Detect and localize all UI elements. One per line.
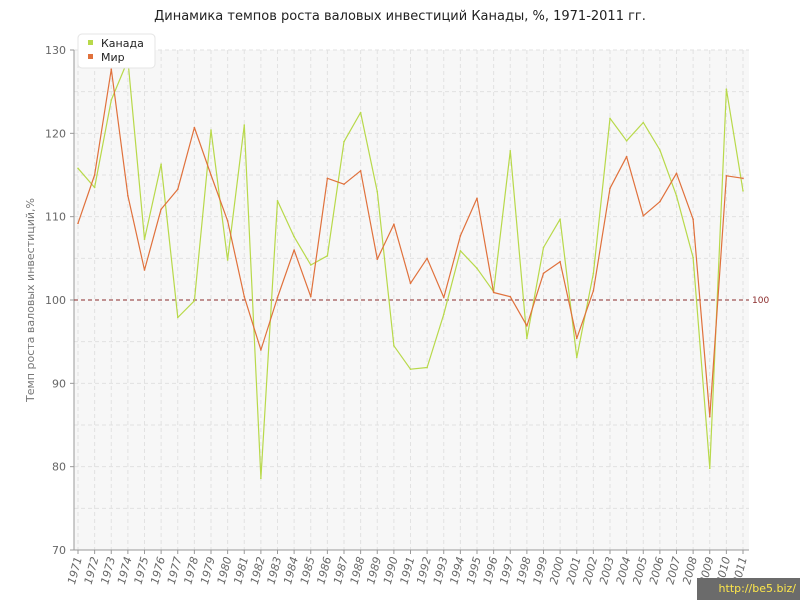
data-point-world (276, 296, 279, 299)
data-point-canada (359, 111, 362, 114)
data-point-canada (725, 88, 728, 90)
legend-label: Мир (101, 51, 125, 64)
data-point-canada (675, 195, 678, 197)
data-point-world (692, 218, 694, 220)
data-point-canada (93, 186, 96, 189)
data-point-canada (559, 218, 561, 220)
data-point-canada (260, 477, 262, 480)
data-point-world (343, 183, 345, 185)
reference-line-label: 100 (752, 296, 769, 306)
data-point-world (442, 296, 445, 299)
data-point-world (476, 197, 478, 200)
data-point-world (176, 188, 179, 190)
data-point-world (359, 170, 362, 172)
data-point-canada (143, 238, 146, 240)
data-point-canada (659, 149, 661, 151)
y-tick-label: 70 (52, 544, 66, 557)
data-point-world (559, 260, 561, 263)
watermark-url[interactable]: http://be5.biz/ (697, 578, 800, 600)
data-point-canada (742, 190, 744, 192)
data-point-canada (526, 337, 528, 340)
data-point-world (642, 215, 645, 217)
data-point-canada (459, 250, 462, 252)
data-point-world (376, 258, 379, 260)
data-point-canada (509, 150, 512, 152)
data-point-canada (609, 117, 611, 120)
data-point-world (542, 272, 545, 275)
data-point-world (326, 177, 329, 180)
data-point-world (143, 269, 146, 271)
data-point-canada (708, 467, 711, 470)
data-point-canada (243, 124, 246, 126)
data-point-canada (592, 272, 595, 275)
data-point-canada (575, 356, 578, 359)
data-point-world (625, 155, 628, 158)
data-point-canada (309, 264, 312, 266)
data-point-world (725, 175, 728, 177)
data-point-canada (193, 300, 196, 302)
data-point-world (243, 295, 246, 298)
legend-marker (88, 40, 93, 45)
data-point-world (609, 187, 611, 190)
data-point-world (260, 349, 262, 351)
data-point-world (575, 337, 578, 340)
y-tick-label: 120 (45, 127, 66, 140)
data-point-canada (426, 366, 428, 369)
y-tick-label: 80 (52, 461, 66, 474)
data-point-world (77, 222, 79, 225)
legend-box (77, 33, 156, 69)
legend-marker (88, 54, 93, 59)
data-point-canada (393, 345, 395, 347)
data-point-world (459, 235, 462, 237)
data-point-world (708, 415, 711, 418)
data-point-canada (442, 313, 445, 315)
y-tick-label: 90 (52, 377, 66, 390)
data-point-canada (276, 200, 279, 202)
data-point-canada (110, 99, 113, 101)
data-point-canada (642, 121, 645, 124)
data-point-canada (226, 259, 229, 261)
data-point-world (509, 295, 512, 298)
y-tick-label: 110 (45, 211, 66, 224)
legend-label: Канада (101, 37, 144, 50)
data-point-canada (343, 140, 345, 143)
data-point-world (409, 282, 412, 285)
data-point-world (210, 174, 212, 176)
data-point-canada (77, 167, 79, 170)
chart-title: Динамика темпов роста валовых инвестиций… (154, 9, 646, 24)
data-point-canada (409, 368, 412, 370)
data-point-world (492, 291, 495, 294)
y-tick-label: 100 (45, 294, 66, 307)
y-tick-label: 130 (45, 44, 66, 57)
data-point-canada (326, 255, 329, 257)
data-point-world (675, 172, 678, 175)
data-point-canada (160, 163, 162, 165)
data-point-world (592, 290, 595, 292)
data-point-world (93, 174, 96, 176)
data-point-canada (542, 246, 545, 249)
data-point-world (659, 200, 661, 203)
data-point-canada (210, 129, 212, 131)
data-point-world (110, 68, 113, 70)
data-point-canada (176, 316, 179, 319)
data-point-canada (625, 140, 628, 142)
data-point-world (193, 126, 196, 129)
data-point-canada (293, 235, 295, 238)
y-axis-label: Темп роста валовых инвестиций,% (24, 198, 37, 403)
data-point-world (526, 325, 528, 327)
data-point-canada (476, 267, 478, 270)
data-point-world (127, 195, 129, 197)
data-point-world (393, 223, 395, 225)
data-point-world (742, 177, 744, 180)
data-point-world (426, 257, 428, 260)
data-point-canada (376, 190, 379, 193)
data-point-world (226, 220, 229, 222)
data-point-world (293, 249, 295, 251)
data-point-world (160, 208, 162, 210)
data-point-canada (692, 256, 694, 259)
data-point-world (309, 295, 312, 298)
